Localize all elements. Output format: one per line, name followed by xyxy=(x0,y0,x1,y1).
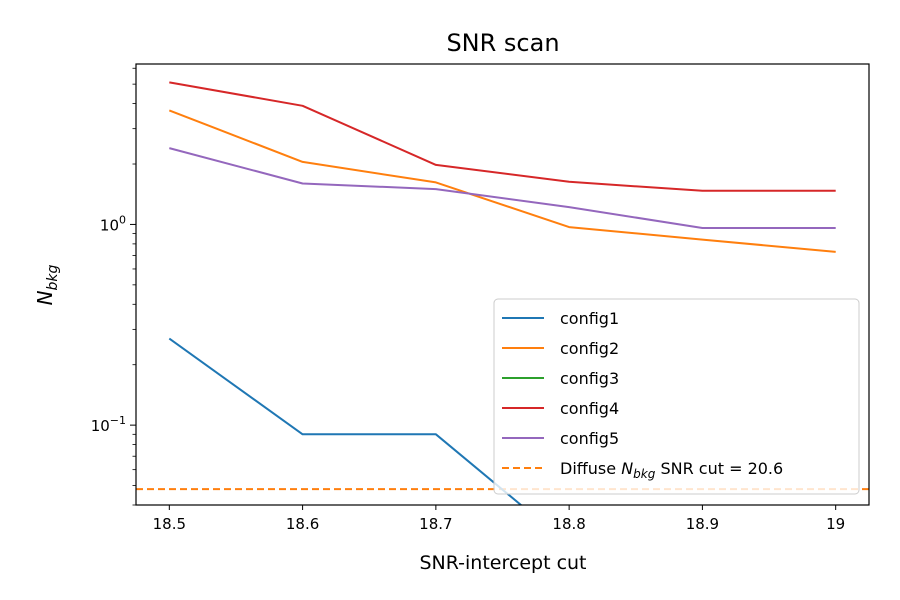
x-tick-label: 18.8 xyxy=(552,515,585,533)
y-tick-label: 100 xyxy=(100,213,126,234)
x-tick-label: 18.5 xyxy=(153,515,186,533)
series-line-config2 xyxy=(168,109,836,253)
legend-box xyxy=(493,298,860,495)
legend-label-config2: config2 xyxy=(560,339,619,358)
x-tick-label: 19 xyxy=(826,515,845,533)
legend: config1 config2 config3 config4 config5 Diffu… xyxy=(493,298,860,495)
legend-label-config4: config4 xyxy=(560,399,619,418)
legend-label-config1: config1 xyxy=(560,309,619,328)
y-axis-label: Nbkg xyxy=(33,264,61,305)
y-tick-label: 10−1 xyxy=(91,414,126,435)
chart-title: SNR scan xyxy=(446,29,559,57)
legend-label-config5: config5 xyxy=(560,429,619,448)
ticks-layer: 18.5 18.6 18.7 18.8 18.9 19 100 10−1 xyxy=(91,67,845,533)
series-line-config5 xyxy=(169,147,836,229)
legend-label-reference: Diffuse Nbkg SNR cut = 20.6 xyxy=(560,459,783,481)
x-tick-label: 18.7 xyxy=(419,515,452,533)
series-line-config4 xyxy=(169,81,836,192)
y-axis-label-base: N xyxy=(33,290,57,305)
x-tick-label: 18.9 xyxy=(686,515,719,533)
x-axis-label: SNR-intercept cut xyxy=(419,552,586,574)
legend-label-config3: config3 xyxy=(560,369,619,388)
y-axis-label-sub: bkg xyxy=(45,264,61,290)
x-tick-label: 18.6 xyxy=(286,515,319,533)
